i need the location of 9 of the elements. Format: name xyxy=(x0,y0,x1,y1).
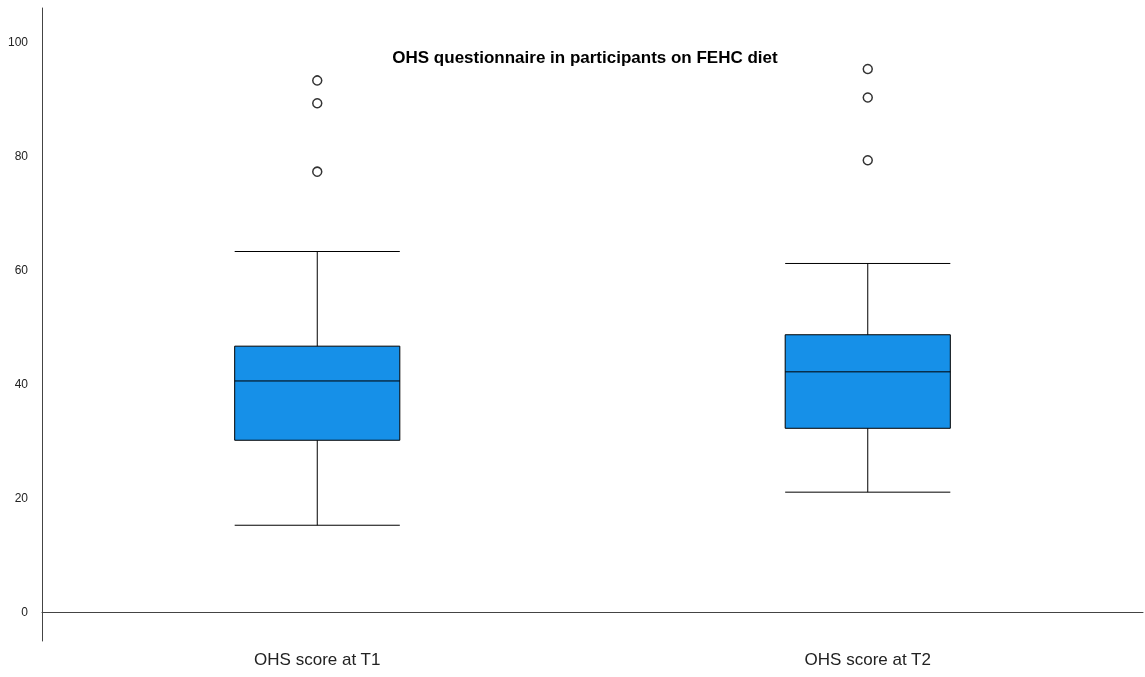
y-tick-label: 0 xyxy=(21,605,29,620)
x-tick-label: OHS score at T2 xyxy=(804,650,931,669)
text: OHS questionnaire in participants on FEHC diet xyxy=(392,48,779,67)
y-tick-label: 40 xyxy=(14,377,29,392)
x-tick-label: OHS score at T1 xyxy=(254,650,381,669)
y-tick-label: 60 xyxy=(14,263,29,278)
y-tick-label: 80 xyxy=(14,149,29,164)
y-tick-label: 20 xyxy=(14,491,29,506)
y-tick-label: 100 xyxy=(7,35,29,50)
